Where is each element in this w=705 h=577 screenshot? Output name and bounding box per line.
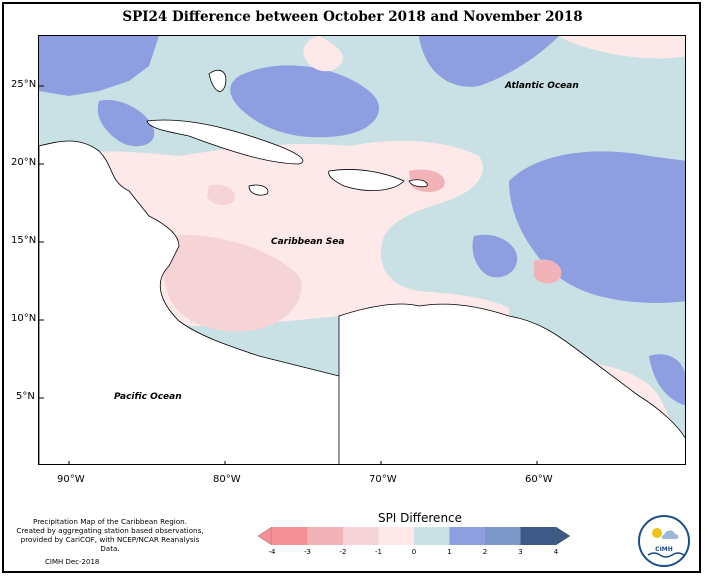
lon-label-90w: 90°W	[57, 474, 85, 485]
lat-label-5n: 5°N	[16, 391, 35, 402]
legend-color-box	[485, 527, 521, 545]
central-america-landmass	[39, 140, 428, 464]
credit-line-2: Created by aggregating station based obs…	[16, 526, 204, 535]
legend-tick-label: -4	[268, 548, 276, 556]
land-masses	[39, 69, 685, 464]
credit-line-1: Precipitation Map of the Caribbean Regio…	[32, 517, 187, 526]
label-pacific-ocean: Pacific Ocean	[114, 392, 182, 402]
jamaica-landmass	[248, 184, 269, 196]
legend-color-box	[307, 527, 343, 545]
lat-label-10n: 10°N	[11, 313, 37, 324]
wave-icon	[647, 552, 685, 558]
legend-arrow-left	[258, 527, 273, 545]
label-atlantic-ocean: Atlantic Ocean	[505, 81, 579, 91]
blue-area-gulf	[97, 100, 155, 147]
pale-pink-area-north	[303, 36, 343, 72]
legend-tick-label: 2	[482, 548, 488, 556]
cimh-logo: CIMH	[638, 515, 690, 567]
legend-colorbar	[258, 527, 570, 545]
legend-color-box	[449, 527, 485, 545]
legend-color-box	[520, 527, 556, 545]
legend-tick-label: 3	[518, 548, 523, 556]
sun-icon	[652, 528, 662, 538]
hispaniola-landmass	[328, 169, 405, 191]
credit-text: Precipitation Map of the Caribbean Regio…	[10, 517, 210, 553]
date-note: CIMH Dec-2018	[45, 558, 100, 566]
cloud-icon	[661, 530, 679, 539]
pink-area-jamaica-west	[207, 184, 235, 206]
map-title: SPI24 Difference between October 2018 an…	[122, 9, 583, 25]
legend-tick-label: 4	[553, 548, 559, 556]
legend-tick-label: 1	[447, 548, 452, 556]
legend-color-box	[343, 527, 379, 545]
blue-area-northwest	[39, 36, 159, 96]
legend-tick-label: -2	[339, 548, 347, 556]
light-pink-area-central	[162, 235, 302, 332]
blue-area-bahamas	[230, 65, 379, 138]
cimh-logo-text: CIMH	[655, 546, 673, 553]
label-caribbean-sea: Caribbean Sea	[271, 237, 345, 247]
legend-arrow-right	[555, 527, 570, 545]
legend-color-box	[378, 527, 414, 545]
legend-color-box	[272, 527, 308, 545]
pink-area-lesser-antilles	[534, 259, 562, 284]
map-canvas	[39, 36, 685, 464]
axis-ticks	[39, 85, 538, 464]
credit-line-3: provided by CariCOF, with NCEP/NCAR Rean…	[20, 535, 200, 553]
lon-label-60w: 60°W	[525, 474, 553, 485]
legend-tick-label: 0	[411, 548, 417, 556]
legend-color-box	[414, 527, 450, 545]
pale-pink-area-northeast	[559, 36, 685, 59]
cuba-landmass	[146, 119, 304, 165]
blue-area-north-atlantic	[419, 36, 559, 87]
map-panel	[38, 35, 686, 465]
lat-label-20n: 20°N	[11, 157, 37, 168]
lat-label-25n: 25°N	[11, 79, 37, 90]
blue-area-southeast	[649, 354, 685, 406]
legend-color-boxes	[272, 527, 556, 545]
south-america-landmass	[338, 303, 685, 464]
legend-tick-label: -3	[304, 548, 311, 556]
legend-tick-label: -1	[375, 548, 382, 556]
florida-landmass	[208, 69, 227, 92]
lon-label-70w: 70°W	[369, 474, 397, 485]
lon-label-80w: 80°W	[213, 474, 241, 485]
blue-area-antilles	[472, 234, 518, 278]
puerto-rico-landmass	[408, 179, 428, 188]
cimh-logo-graphic	[647, 528, 685, 558]
legend-title: SPI Difference	[377, 511, 463, 525]
lat-label-15n: 15°N	[11, 235, 37, 246]
